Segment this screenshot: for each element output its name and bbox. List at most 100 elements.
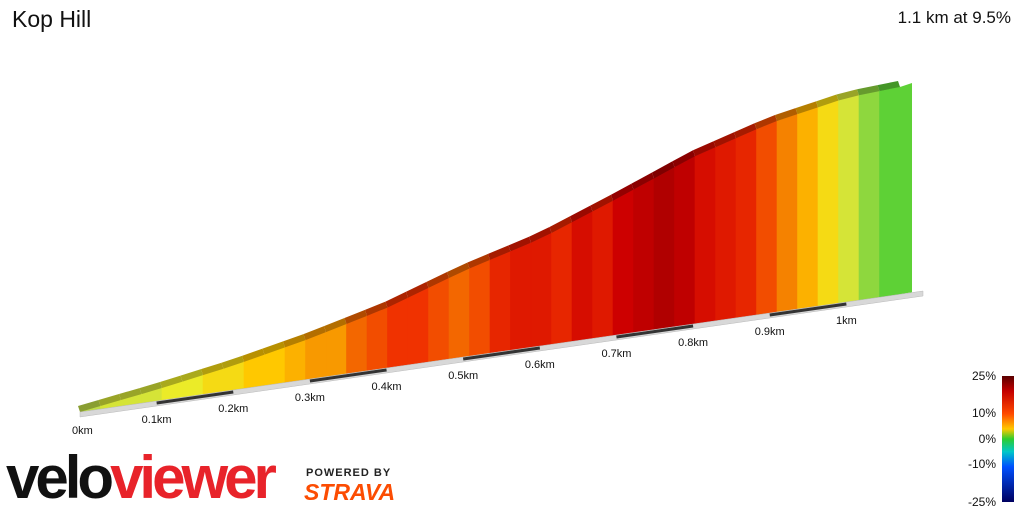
legend-tick-label: -10% bbox=[968, 457, 996, 471]
profile-end-cap bbox=[900, 82, 913, 295]
profile-segment-top bbox=[816, 94, 839, 108]
profile-segment-top bbox=[836, 89, 860, 101]
profile-segment-top bbox=[734, 123, 757, 139]
legend-tick-label: 0% bbox=[979, 432, 997, 446]
profile-segment bbox=[551, 221, 573, 345]
profile-segment bbox=[428, 277, 450, 363]
legend-tick-label: -25% bbox=[968, 495, 996, 509]
profile-segment-top bbox=[570, 205, 593, 223]
profile-segment bbox=[653, 166, 675, 330]
profile-segment bbox=[366, 307, 388, 372]
profile-segment bbox=[776, 113, 798, 313]
profile-segment-top bbox=[160, 375, 183, 388]
profile-segment bbox=[612, 189, 634, 336]
profile-segment-top bbox=[754, 115, 778, 130]
profile-segment bbox=[756, 120, 778, 316]
legend-tick-label: 10% bbox=[972, 406, 996, 420]
distance-scale-bar bbox=[462, 346, 541, 361]
profile-segment-top bbox=[426, 271, 450, 288]
profile-segment bbox=[797, 106, 819, 310]
profile-segment-top bbox=[139, 381, 163, 395]
profile-segment bbox=[694, 146, 716, 325]
profile-segment-top bbox=[365, 301, 388, 316]
profile-segment-top bbox=[877, 80, 901, 92]
profile-segment-top bbox=[180, 369, 204, 382]
distance-tick-label: 0.9km bbox=[755, 326, 785, 338]
distance-scale-bar bbox=[616, 324, 694, 339]
profile-segment bbox=[387, 297, 409, 369]
segment-title: Kop Hill bbox=[12, 6, 92, 32]
profile-segment bbox=[510, 242, 532, 351]
profile-segment-top bbox=[508, 236, 532, 252]
profile-segment-top bbox=[529, 226, 552, 243]
segment-summary: 1.1 km at 9.5% bbox=[897, 8, 1011, 27]
profile-segment-top bbox=[385, 291, 409, 308]
distance-tick-label: 1km bbox=[836, 315, 857, 327]
profile-segment bbox=[571, 210, 593, 342]
profile-segment bbox=[858, 90, 880, 301]
profile-segment bbox=[407, 287, 429, 366]
legend-color-bar bbox=[1002, 376, 1014, 502]
profile-segment-top bbox=[324, 317, 347, 333]
profile-segment bbox=[633, 177, 655, 333]
profile-segment-top bbox=[795, 101, 819, 115]
profile-segment bbox=[735, 128, 757, 319]
profile-segments bbox=[78, 80, 913, 413]
veloviewer-logo: veloviewer bbox=[6, 444, 277, 511]
distance-tick-label: 0.8km bbox=[678, 337, 708, 349]
distance-tick-label: 0.4km bbox=[372, 381, 402, 393]
distance-tick-label: 0.2km bbox=[218, 403, 248, 415]
strava-logo: STRAVA bbox=[304, 479, 396, 505]
profile-segment-top bbox=[549, 216, 573, 233]
profile-segment-top bbox=[775, 108, 798, 122]
distance-tick-label: 0.7km bbox=[601, 348, 631, 360]
distance-tick-label: 0.6km bbox=[525, 359, 555, 371]
distance-scale-bar bbox=[769, 302, 847, 317]
profile-segment bbox=[879, 86, 901, 298]
profile-segment bbox=[284, 339, 306, 383]
profile-segment bbox=[592, 200, 614, 339]
profile-segment-top bbox=[857, 85, 880, 96]
profile-segment-top bbox=[447, 262, 470, 278]
profile-segment bbox=[305, 331, 327, 380]
profile-segment bbox=[325, 323, 347, 378]
profile-segment bbox=[530, 232, 552, 348]
profile-segment-top bbox=[488, 245, 511, 260]
distance-scale-bar bbox=[309, 368, 387, 383]
profile-segment-top bbox=[713, 132, 737, 148]
profile-segment-top bbox=[590, 194, 614, 212]
profile-segment-top bbox=[119, 388, 142, 401]
distance-tick-label: 0.1km bbox=[142, 414, 172, 426]
profile-segment-top bbox=[78, 400, 101, 412]
profile-segment-top bbox=[98, 394, 122, 407]
profile-segment bbox=[817, 100, 839, 307]
profile-segment bbox=[346, 315, 368, 375]
profile-segment bbox=[838, 94, 860, 304]
profile-segment-top bbox=[242, 348, 265, 362]
profile-segment-top bbox=[262, 341, 286, 355]
profile-segment bbox=[715, 137, 737, 322]
profile-segment-top bbox=[693, 141, 716, 157]
legend-tick-label: 25% bbox=[972, 369, 996, 383]
distance-tick-labels: 0km 0.1km 0.2km 0.3km 0.4km 0.5km 0.6km 0.7km 0.… bbox=[72, 302, 857, 437]
profile-segment bbox=[489, 250, 511, 354]
profile-segment bbox=[469, 259, 491, 357]
veloviewer-strava-branding: veloviewer POWERED BY STRAVA bbox=[4, 448, 424, 508]
distance-scale-bar bbox=[156, 390, 234, 405]
profile-segment-top bbox=[201, 362, 224, 376]
profile-segment-top bbox=[406, 281, 429, 298]
profile-segment-top bbox=[631, 172, 655, 190]
distance-tick-label: 0.3km bbox=[295, 392, 325, 404]
profile-segment-top bbox=[221, 355, 245, 369]
profile-segment-top bbox=[344, 309, 368, 324]
profile-segment bbox=[448, 268, 470, 360]
gradient-color-legend: 25% 10% 0% -10% -25% bbox=[968, 369, 1014, 509]
profile-segment bbox=[674, 155, 696, 328]
profile-segment-top bbox=[283, 334, 306, 348]
distance-tick-label: 0.5km bbox=[448, 370, 478, 382]
profile-segment-top bbox=[303, 326, 327, 341]
profile-segment-top bbox=[611, 183, 634, 201]
powered-by-label: POWERED BY bbox=[306, 467, 392, 479]
distance-tick-label: 0km bbox=[72, 425, 93, 437]
